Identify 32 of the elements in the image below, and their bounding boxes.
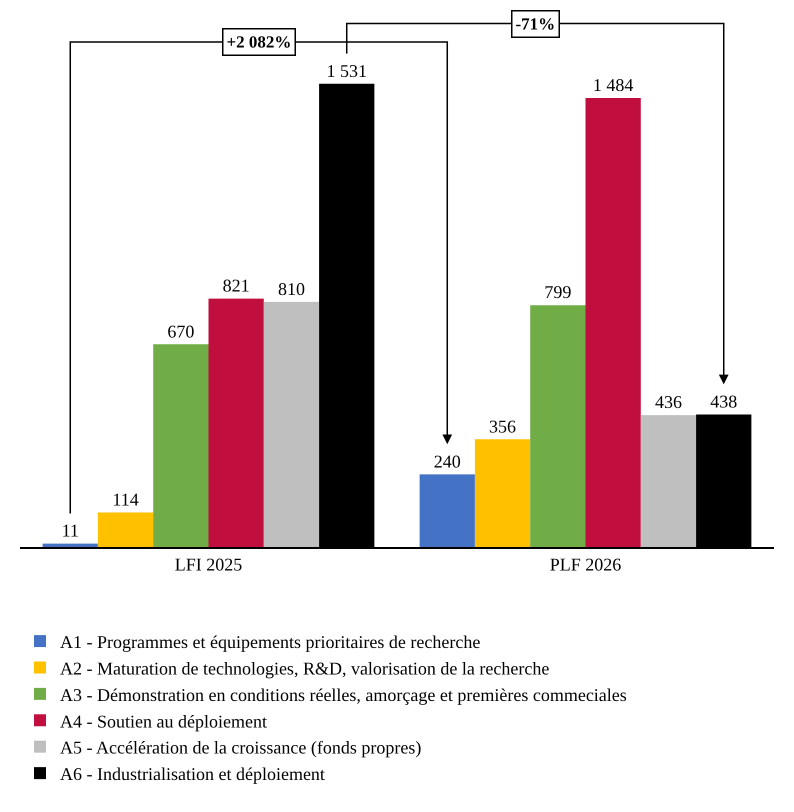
legend-label: A6 - Industrialisation et déploiement bbox=[60, 764, 325, 784]
bar bbox=[586, 98, 641, 547]
bar bbox=[530, 305, 586, 547]
legend-label: A4 - Soutien au déploiement bbox=[60, 711, 267, 732]
bar bbox=[153, 344, 208, 547]
legend-label: A2 - Maturation de technologies, R&D, valorisation de la recherche bbox=[60, 658, 550, 678]
x-tick-label: PLF 2026 bbox=[550, 554, 622, 574]
data-label: 1 531 bbox=[326, 60, 367, 81]
data-label: 821 bbox=[222, 276, 250, 296]
bar bbox=[640, 415, 696, 547]
data-label: 670 bbox=[167, 321, 194, 342]
legend-label: A3 - Démonstration en conditions réelles, amorçage et premières commeciales bbox=[60, 684, 627, 705]
bar bbox=[208, 298, 264, 547]
data-label: 438 bbox=[710, 391, 738, 412]
data-label: 356 bbox=[489, 416, 516, 436]
data-label: 799 bbox=[544, 282, 572, 302]
data-label: 240 bbox=[434, 451, 461, 472]
bar bbox=[42, 544, 98, 547]
bar bbox=[420, 474, 475, 547]
data-label: 11 bbox=[62, 520, 79, 541]
text: -71% bbox=[516, 14, 556, 34]
bar bbox=[98, 512, 154, 547]
data-label: 436 bbox=[654, 392, 682, 412]
legend-label: A5 - Accélération de la croissance (fonds propres) bbox=[60, 738, 422, 758]
legend-label: A1 - Programmes et équipements prioritaires de recherche bbox=[60, 632, 480, 652]
x-tick-label: LFI 2025 bbox=[174, 554, 242, 574]
bar bbox=[474, 439, 530, 547]
data-label: 114 bbox=[112, 490, 139, 510]
data-label: 810 bbox=[278, 278, 305, 299]
data-label: 1 484 bbox=[592, 74, 634, 95]
bar bbox=[264, 302, 320, 547]
text: +2 082% bbox=[226, 32, 292, 52]
